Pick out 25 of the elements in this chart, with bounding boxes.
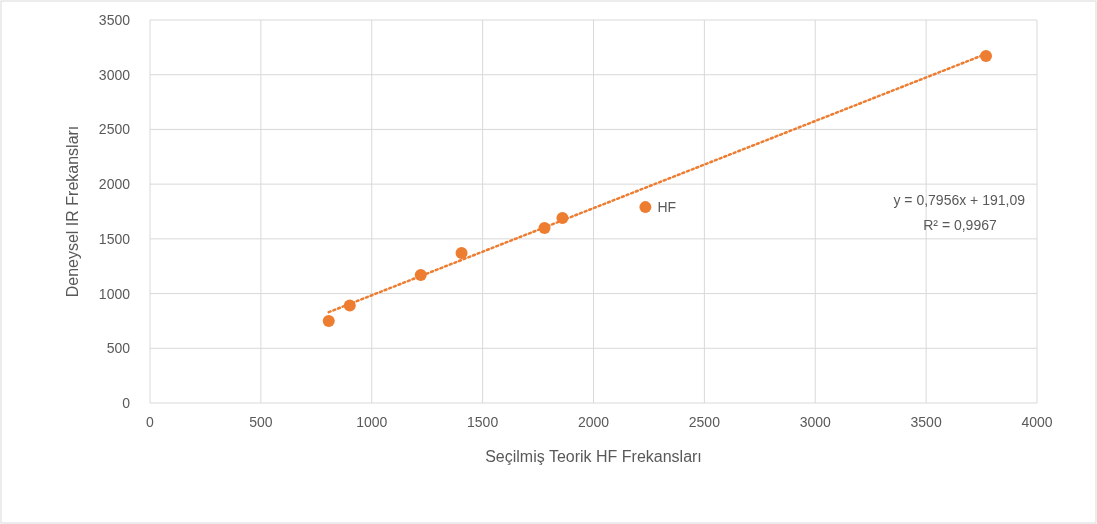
x-tick-label: 500 <box>249 414 273 430</box>
annotation: HF <box>657 199 677 216</box>
x-tick-label: 3000 <box>799 414 832 430</box>
x-tick-label: 1000 <box>356 414 388 430</box>
point <box>322 314 335 327</box>
x-tick-label: 4000 <box>1021 414 1053 430</box>
point <box>455 247 468 260</box>
y-axis-title: Deneysel IR Frekansları <box>64 125 81 298</box>
y-tick-label: 3500 <box>98 12 131 28</box>
y-tick-label: 0 <box>122 395 131 411</box>
y-tick-label: 2500 <box>98 121 131 138</box>
y-tick-label: 3000 <box>98 66 131 83</box>
annotation: y = 0,7956x + 191,09 <box>893 192 1026 208</box>
annotation: R² = 0,9967 <box>923 217 997 233</box>
point <box>639 201 652 214</box>
x-tick-label: 3500 <box>910 414 942 430</box>
y-tick-label: 1500 <box>98 230 131 247</box>
x-axis-title: Seçilmiş Teorik HF Frekansları <box>485 448 702 465</box>
y-tick-label: 500 <box>106 340 131 357</box>
x-tick-label: 2500 <box>688 414 721 430</box>
x-tick-label: 2000 <box>577 414 610 430</box>
x-tick-label: 0 <box>146 414 155 430</box>
y-tick-label: 1000 <box>98 285 131 302</box>
x-tick-label: 1500 <box>467 414 499 430</box>
y-tick-label: 2000 <box>98 176 131 193</box>
